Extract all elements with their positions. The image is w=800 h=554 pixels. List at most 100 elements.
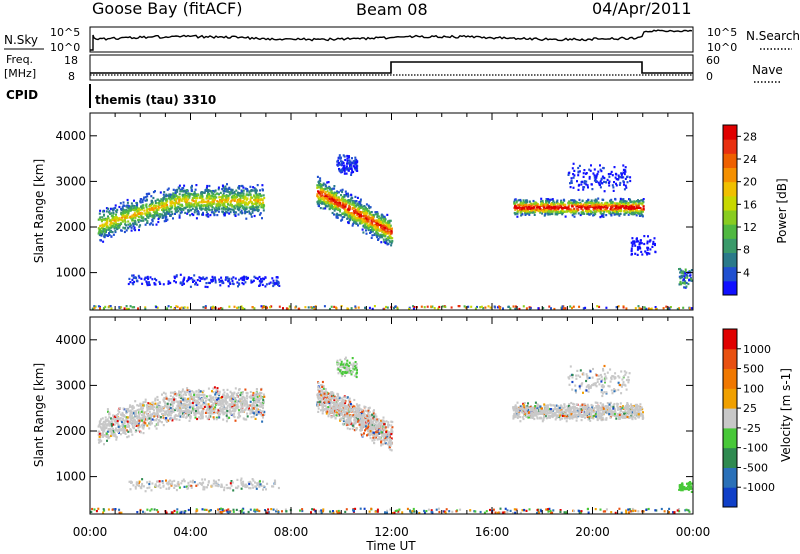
power-cell xyxy=(608,181,610,184)
velocity-cell xyxy=(171,405,174,408)
power-cell xyxy=(324,197,327,200)
power-cell xyxy=(252,205,255,208)
power-cell xyxy=(157,217,160,220)
power-cell xyxy=(197,211,200,214)
power-cell xyxy=(240,201,243,204)
power-cell xyxy=(532,199,535,203)
velocity-cell xyxy=(258,405,261,408)
nave-label: Nave xyxy=(752,63,783,77)
velocity-cell xyxy=(181,412,184,415)
power-cell xyxy=(596,209,599,212)
velocity-cell xyxy=(121,420,123,424)
velocity-cell xyxy=(213,418,215,421)
power-cell xyxy=(123,204,126,207)
power-cell xyxy=(322,190,325,193)
power-cell xyxy=(346,209,349,212)
power-cell xyxy=(343,168,345,171)
power-cell xyxy=(322,182,325,185)
power-cell xyxy=(386,230,389,233)
power-cell xyxy=(234,197,237,200)
power-cell xyxy=(124,209,127,212)
power-cell xyxy=(382,222,385,225)
power-cell xyxy=(366,225,369,228)
power-cell xyxy=(634,211,637,214)
power-cell xyxy=(162,199,164,202)
power-cell xyxy=(113,222,116,225)
power-cell xyxy=(208,184,211,188)
power-cell xyxy=(338,169,341,172)
power-cell xyxy=(195,217,198,220)
power-cell xyxy=(167,212,170,215)
power-cell xyxy=(529,205,532,208)
power-cell xyxy=(355,211,358,214)
power-cell xyxy=(319,190,322,194)
power-cell xyxy=(206,197,209,200)
velocity-cell xyxy=(226,401,229,404)
power-cell xyxy=(136,204,138,207)
power-cell xyxy=(597,197,600,200)
power-noise-cell xyxy=(155,306,158,309)
power-noise-cell xyxy=(137,307,139,310)
power-cell xyxy=(390,244,393,247)
power-cell xyxy=(364,208,366,211)
power-cell xyxy=(630,208,633,211)
power-cell xyxy=(391,240,394,243)
power-cell xyxy=(575,210,578,213)
power-cell xyxy=(624,184,627,187)
power-noise-cell xyxy=(104,305,107,308)
power-cell xyxy=(599,186,602,189)
power-cell xyxy=(218,196,221,199)
velocity-cell xyxy=(138,408,140,411)
power-cell xyxy=(362,207,365,211)
power-cell xyxy=(172,202,175,205)
velocity-cell xyxy=(137,422,140,425)
power-noise-cell xyxy=(285,307,288,310)
power-cell xyxy=(374,211,377,214)
power-cell xyxy=(99,216,102,219)
power-cell xyxy=(585,200,588,203)
power-cell xyxy=(377,228,380,231)
power-noise-cell xyxy=(408,306,411,309)
power-cell xyxy=(516,212,519,215)
power-cell xyxy=(570,201,573,205)
power-cell xyxy=(343,195,346,198)
power-cell xyxy=(111,231,114,234)
power-cell xyxy=(646,248,649,251)
power-cell xyxy=(542,210,544,213)
power-cell xyxy=(628,211,631,214)
power-cell xyxy=(106,234,109,237)
power-cell xyxy=(605,214,608,217)
power-cell xyxy=(362,231,365,234)
power-cell xyxy=(619,181,622,185)
power-cell xyxy=(578,170,581,173)
power-cell xyxy=(571,199,574,202)
power-cell xyxy=(372,213,375,217)
power-cell xyxy=(130,229,133,232)
power-cell xyxy=(250,213,252,216)
power-cell xyxy=(149,215,152,218)
power-cell xyxy=(378,223,381,226)
power-cell xyxy=(613,213,616,216)
velocity-cell xyxy=(212,391,215,394)
power-cell xyxy=(150,222,153,225)
power-cell xyxy=(515,201,518,204)
power-cell xyxy=(586,206,589,209)
power-cell xyxy=(217,206,220,209)
power-cell xyxy=(348,208,351,211)
velocity-cell xyxy=(239,415,242,418)
power-cell xyxy=(243,198,246,201)
velocity-cell xyxy=(255,391,258,394)
power-noise-cell xyxy=(553,307,556,311)
power-cell xyxy=(641,214,644,217)
power-cell xyxy=(164,217,167,220)
power-cell xyxy=(336,216,339,219)
power-cell xyxy=(124,214,127,217)
power-cell xyxy=(193,204,196,207)
power-cell xyxy=(253,194,255,197)
power-cell xyxy=(641,253,644,256)
power-cell xyxy=(174,191,177,194)
power-cell xyxy=(241,211,244,214)
power-cell xyxy=(175,274,178,277)
power-cell xyxy=(324,195,327,198)
power-cell xyxy=(179,281,182,284)
